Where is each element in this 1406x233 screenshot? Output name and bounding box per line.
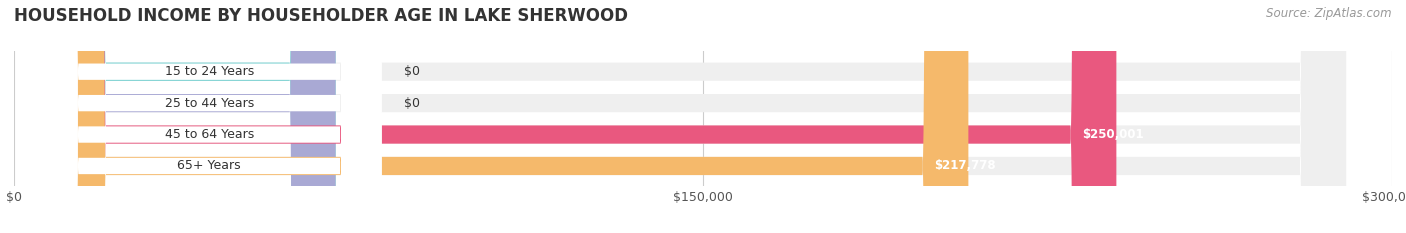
Text: Source: ZipAtlas.com: Source: ZipAtlas.com bbox=[1267, 7, 1392, 20]
FancyBboxPatch shape bbox=[60, 0, 1346, 233]
Text: $217,778: $217,778 bbox=[935, 159, 995, 172]
FancyBboxPatch shape bbox=[37, 0, 381, 233]
Text: $0: $0 bbox=[405, 65, 420, 78]
Text: 65+ Years: 65+ Years bbox=[177, 159, 240, 172]
FancyBboxPatch shape bbox=[37, 0, 381, 233]
Text: 15 to 24 Years: 15 to 24 Years bbox=[165, 65, 254, 78]
FancyBboxPatch shape bbox=[37, 0, 381, 233]
FancyBboxPatch shape bbox=[60, 0, 1346, 233]
FancyBboxPatch shape bbox=[60, 0, 336, 233]
Text: $0: $0 bbox=[405, 97, 420, 110]
Text: HOUSEHOLD INCOME BY HOUSEHOLDER AGE IN LAKE SHERWOOD: HOUSEHOLD INCOME BY HOUSEHOLDER AGE IN L… bbox=[14, 7, 628, 25]
FancyBboxPatch shape bbox=[60, 0, 1116, 233]
FancyBboxPatch shape bbox=[60, 0, 1346, 233]
FancyBboxPatch shape bbox=[60, 0, 969, 233]
Text: 45 to 64 Years: 45 to 64 Years bbox=[165, 128, 254, 141]
Text: $250,001: $250,001 bbox=[1083, 128, 1144, 141]
FancyBboxPatch shape bbox=[60, 0, 1346, 233]
FancyBboxPatch shape bbox=[37, 0, 381, 233]
FancyBboxPatch shape bbox=[60, 0, 336, 233]
Text: 25 to 44 Years: 25 to 44 Years bbox=[165, 97, 254, 110]
